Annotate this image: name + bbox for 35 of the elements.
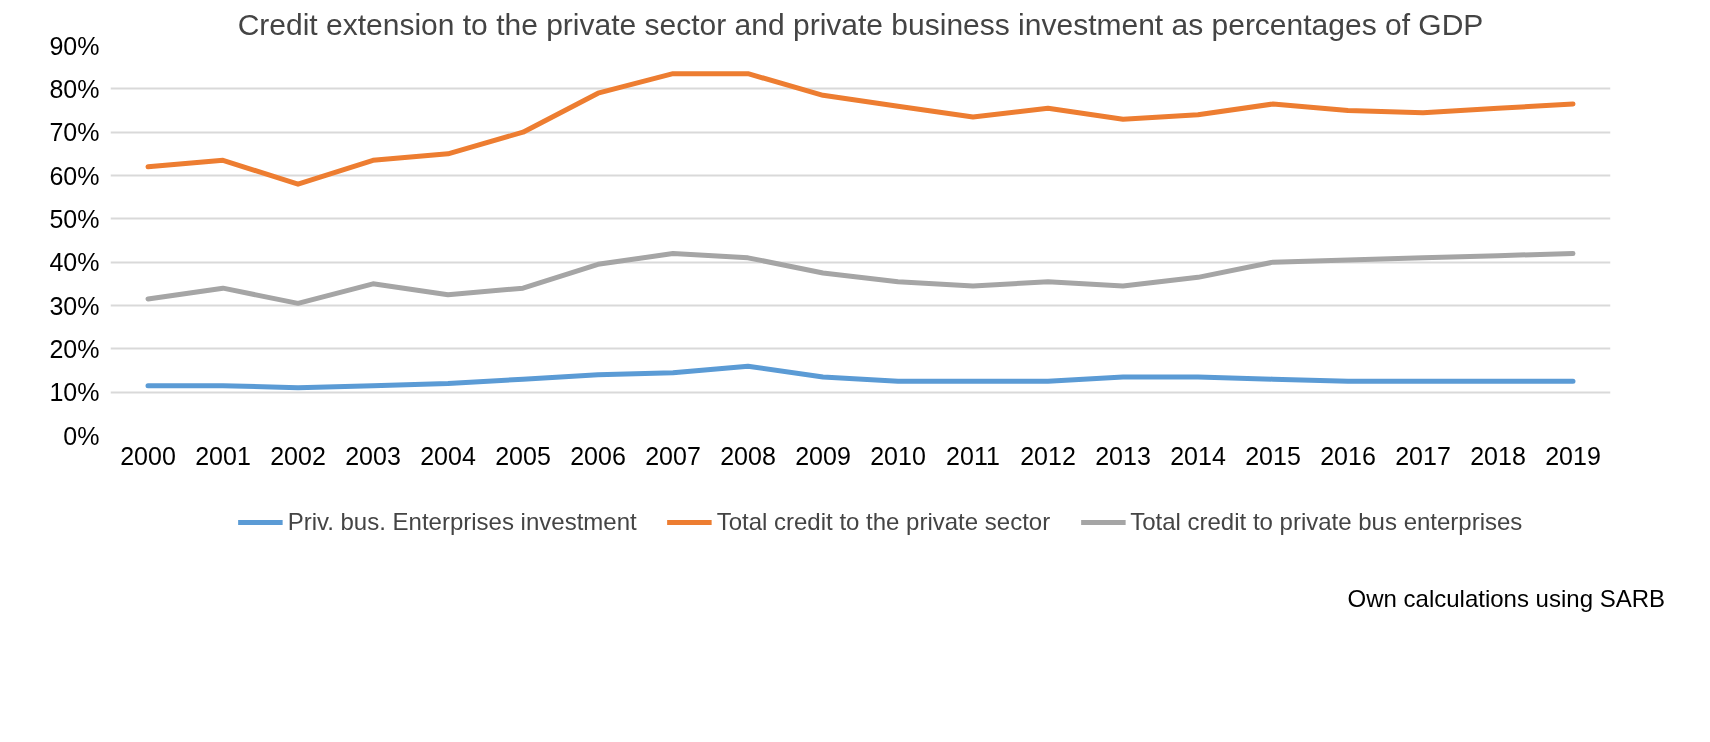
x-tick-label: 2015 — [1245, 441, 1301, 470]
legend-label: Total credit to the private sector — [716, 508, 1051, 536]
y-tick-label: 50% — [49, 204, 100, 233]
x-tick-label: 2007 — [645, 441, 701, 470]
y-tick-label: 0% — [63, 421, 100, 450]
legend-label: Total credit to private bus enterprises — [1130, 508, 1523, 536]
y-tick-label: 10% — [49, 378, 100, 407]
y-tick-label: 90% — [49, 31, 100, 60]
y-tick-label: 60% — [49, 161, 100, 190]
x-tick-label: 2002 — [270, 441, 326, 470]
x-tick-label: 2001 — [195, 441, 251, 470]
x-tick-label: 2004 — [420, 441, 476, 470]
chart-title: Credit extension to the private sector and private business investment as percentages of GDP — [237, 7, 1484, 41]
x-tick-label: 2016 — [1320, 441, 1376, 470]
x-tick-label: 2012 — [1020, 441, 1076, 470]
x-tick-label: 2005 — [495, 441, 551, 470]
text: Own calculations using SARB — [1347, 584, 1665, 614]
x-tick-label: 2009 — [795, 441, 851, 470]
x-tick-label: 2006 — [570, 441, 626, 470]
x-tick-label: 2008 — [720, 441, 776, 470]
x-tick-label: 2018 — [1470, 441, 1526, 470]
x-tick-label: 2019 — [1545, 441, 1601, 470]
y-tick-label: 20% — [49, 334, 100, 363]
y-tick-label: 30% — [49, 291, 100, 320]
x-tick-label: 2011 — [946, 441, 1000, 470]
y-tick-label: 40% — [49, 248, 100, 277]
x-tick-label: 2000 — [120, 441, 176, 470]
x-tick-label: 2003 — [345, 441, 401, 470]
x-tick-label: 2013 — [1095, 441, 1151, 470]
y-tick-label: 70% — [49, 118, 100, 147]
x-tick-label: 2017 — [1395, 441, 1451, 470]
y-tick-label: 80% — [49, 74, 100, 103]
legend-label: Priv. bus. Enterprises investment — [287, 508, 637, 536]
x-tick-label: 2010 — [870, 441, 926, 470]
x-tick-label: 2014 — [1170, 441, 1226, 470]
